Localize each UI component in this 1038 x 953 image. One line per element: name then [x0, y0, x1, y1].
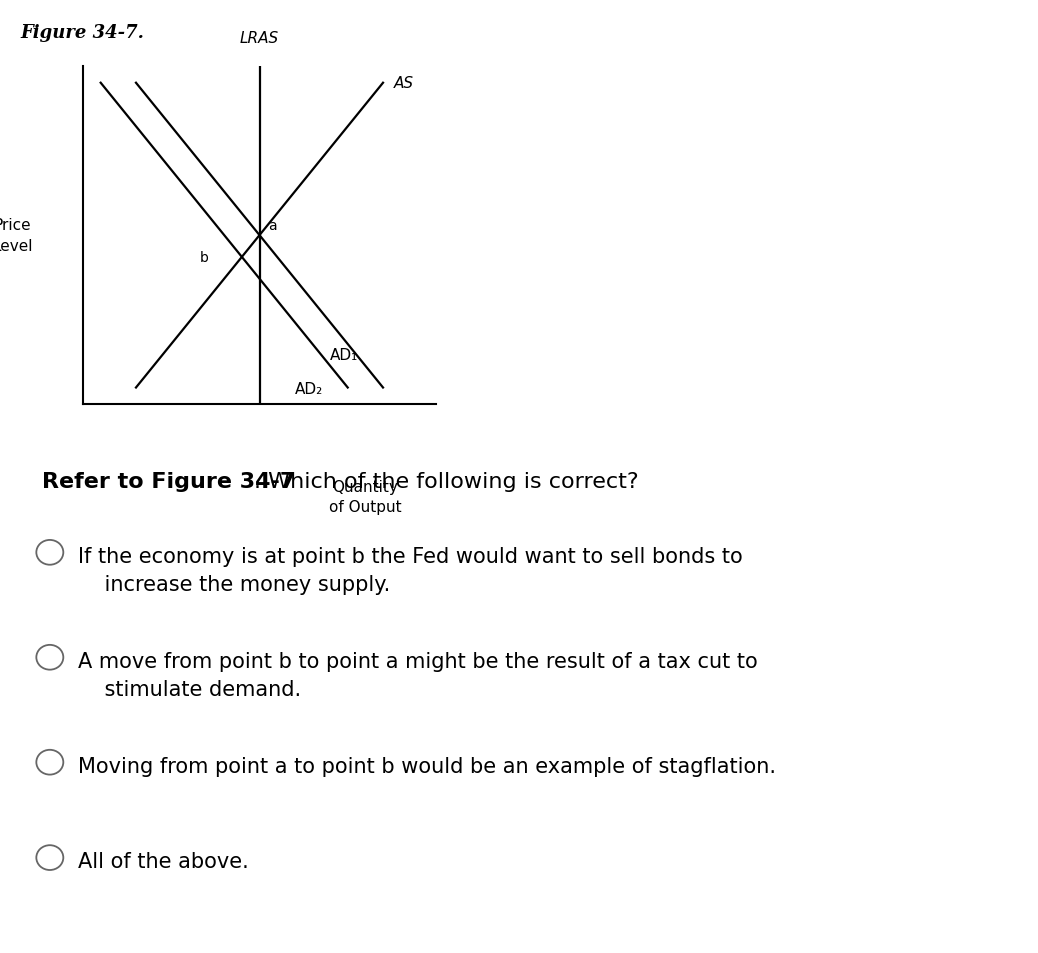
Text: Refer to Figure 34-7: Refer to Figure 34-7 [42, 472, 295, 492]
Text: Quantity
of Output: Quantity of Output [329, 479, 402, 515]
Text: Price
Level: Price Level [0, 218, 33, 253]
Text: AD₁: AD₁ [330, 348, 358, 362]
Text: AS: AS [393, 76, 413, 91]
Text: . Which of the following is correct?: . Which of the following is correct? [254, 472, 639, 492]
Text: All of the above.: All of the above. [78, 851, 248, 871]
Text: a: a [268, 218, 277, 233]
Text: Figure 34-7.: Figure 34-7. [21, 24, 144, 42]
Text: b: b [199, 251, 209, 265]
Text: A move from point b to point a might be the result of a tax cut to
    stimulate: A move from point b to point a might be … [78, 651, 758, 699]
Text: If the economy is at point b the Fed would want to sell bonds to
    increase th: If the economy is at point b the Fed wou… [78, 546, 742, 594]
Text: AD₂: AD₂ [295, 381, 323, 396]
Text: LRAS: LRAS [240, 31, 279, 47]
Text: Moving from point a to point b would be an example of stagflation.: Moving from point a to point b would be … [78, 756, 775, 776]
